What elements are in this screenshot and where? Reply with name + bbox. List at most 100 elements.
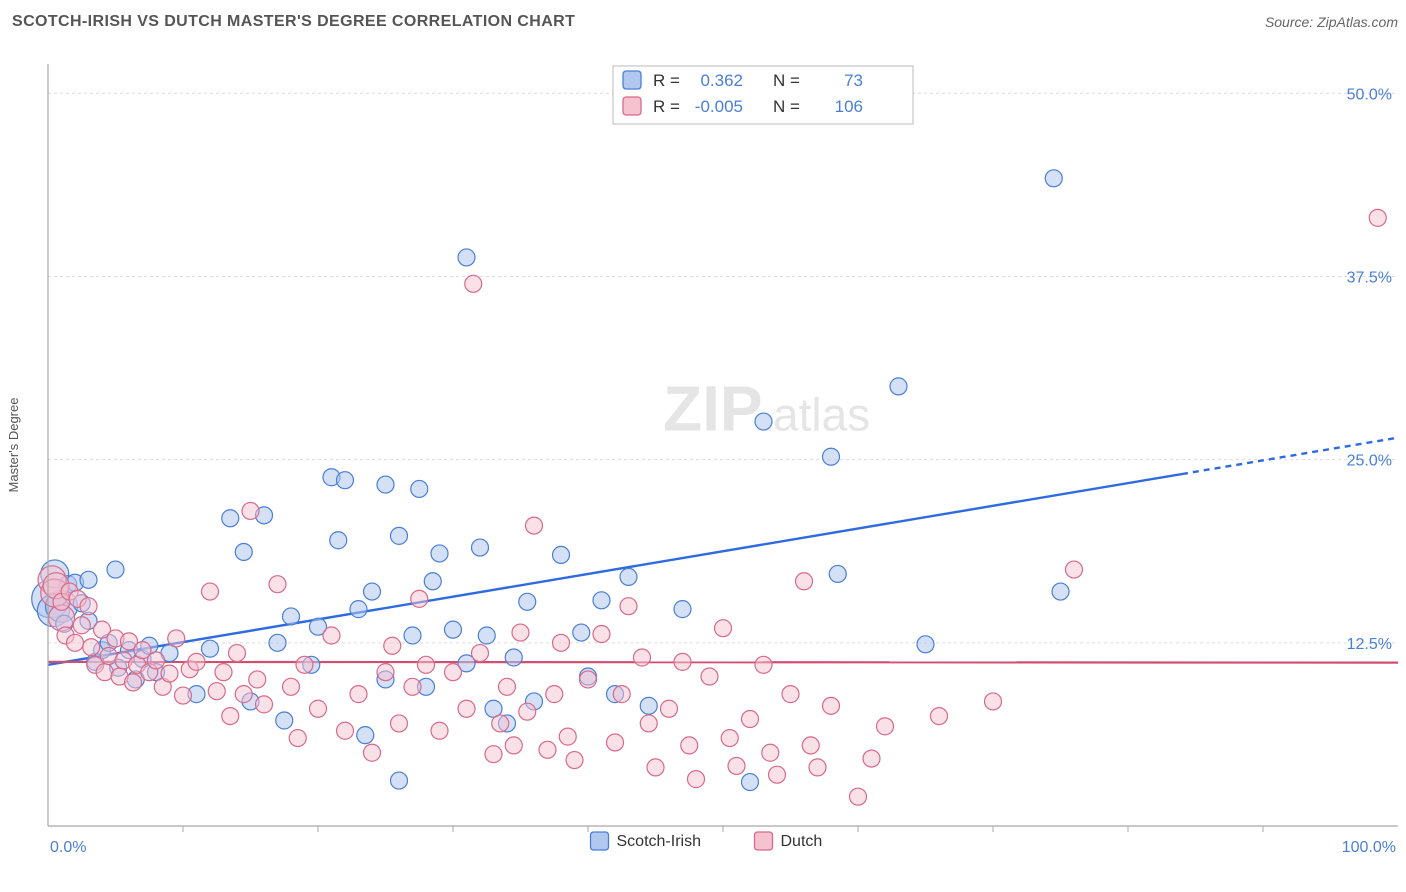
data-point	[762, 744, 779, 761]
data-point	[1052, 583, 1069, 600]
data-point	[492, 715, 509, 732]
data-point	[620, 568, 637, 585]
svg-text:106: 106	[835, 97, 863, 116]
data-point	[411, 480, 428, 497]
data-point	[418, 656, 435, 673]
data-point	[458, 700, 475, 717]
data-point	[235, 686, 252, 703]
data-point	[559, 728, 576, 745]
data-point	[573, 624, 590, 641]
svg-text:73: 73	[844, 71, 863, 90]
data-point	[580, 671, 597, 688]
data-point	[681, 737, 698, 754]
data-point	[296, 656, 313, 673]
data-point	[458, 249, 475, 266]
data-point	[674, 653, 691, 670]
data-point	[634, 649, 651, 666]
data-point	[125, 674, 142, 691]
data-point	[337, 722, 354, 739]
data-point	[829, 565, 846, 582]
data-point	[269, 576, 286, 593]
legend-label: Dutch	[781, 833, 823, 850]
svg-text:-0.005: -0.005	[695, 97, 743, 116]
data-point	[647, 759, 664, 776]
legend-label: Scotch-Irish	[617, 833, 701, 850]
data-point	[208, 683, 225, 700]
data-point	[83, 639, 100, 656]
data-point	[505, 737, 522, 754]
data-point	[377, 664, 394, 681]
data-point	[364, 744, 381, 761]
data-point	[931, 708, 948, 725]
svg-text:ZIP: ZIP	[663, 372, 763, 444]
y-axis-label: Master's Degree	[6, 398, 21, 493]
data-point	[391, 715, 408, 732]
data-point	[283, 608, 300, 625]
data-point	[391, 772, 408, 789]
y-tick-label: 50.0%	[1347, 86, 1392, 103]
data-point	[235, 543, 252, 560]
data-point	[67, 634, 84, 651]
data-point	[593, 626, 610, 643]
data-point	[276, 712, 293, 729]
data-point	[404, 627, 421, 644]
svg-text:N =: N =	[773, 71, 800, 90]
data-point	[674, 601, 691, 618]
data-point	[526, 517, 543, 534]
data-point	[80, 571, 97, 588]
data-point	[175, 687, 192, 704]
data-point	[357, 727, 374, 744]
data-point	[688, 771, 705, 788]
svg-text:N =: N =	[773, 97, 800, 116]
data-point	[809, 759, 826, 776]
data-point	[769, 766, 786, 783]
data-point	[384, 637, 401, 654]
chart-title: SCOTCH-IRISH VS DUTCH MASTER'S DEGREE CO…	[12, 13, 575, 31]
data-point	[850, 788, 867, 805]
data-point	[985, 693, 1002, 710]
legend-swatch	[591, 832, 609, 850]
data-point	[1045, 170, 1062, 187]
data-point	[289, 730, 306, 747]
data-point	[391, 527, 408, 544]
data-point	[424, 573, 441, 590]
data-point	[796, 573, 813, 590]
data-point	[553, 634, 570, 651]
data-point	[485, 746, 502, 763]
data-point	[283, 678, 300, 695]
data-point	[505, 649, 522, 666]
data-point	[1369, 209, 1386, 226]
data-point	[593, 592, 610, 609]
x-tick-label: 100.0%	[1342, 839, 1396, 856]
data-point	[877, 718, 894, 735]
data-point	[411, 590, 428, 607]
data-point	[472, 539, 489, 556]
data-point	[823, 448, 840, 465]
data-point	[802, 737, 819, 754]
data-point	[202, 640, 219, 657]
trend-line	[48, 662, 1398, 663]
data-point	[465, 275, 482, 292]
data-point	[472, 645, 489, 662]
data-point	[168, 630, 185, 647]
data-point	[148, 652, 165, 669]
data-point	[512, 624, 529, 641]
data-point	[742, 711, 759, 728]
data-point	[755, 413, 772, 430]
data-point	[269, 634, 286, 651]
y-tick-label: 12.5%	[1347, 636, 1392, 653]
data-point	[445, 621, 462, 638]
data-point	[229, 645, 246, 662]
y-tick-label: 25.0%	[1347, 453, 1392, 470]
data-point	[350, 601, 367, 618]
data-point	[640, 715, 657, 732]
data-point	[222, 708, 239, 725]
data-point	[323, 627, 340, 644]
data-point	[742, 774, 759, 791]
legend-swatch	[755, 832, 773, 850]
data-point	[519, 703, 536, 720]
data-point	[330, 532, 347, 549]
data-point	[107, 561, 124, 578]
data-point	[553, 546, 570, 563]
data-point	[431, 722, 448, 739]
